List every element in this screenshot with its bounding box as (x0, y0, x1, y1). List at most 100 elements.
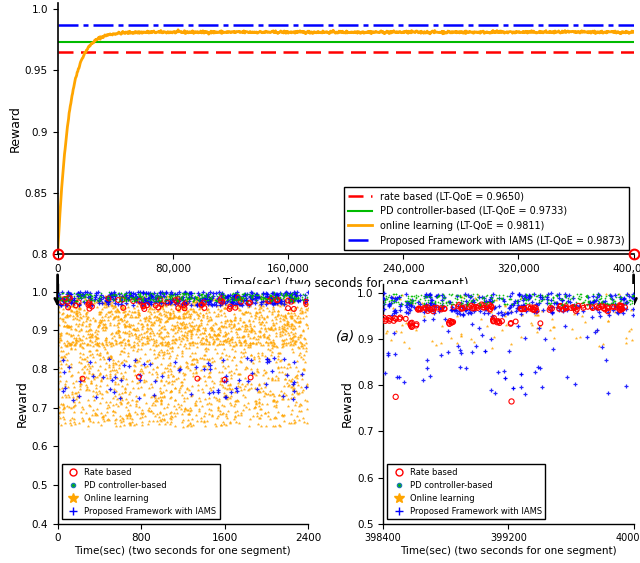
Point (246, 292, 256, 301)
Point (124, 418, 134, 427)
Point (95, 350, 106, 359)
Point (168, 332, 178, 341)
Point (606, 294, 616, 303)
Point (114, 327, 124, 336)
Point (202, 295, 212, 304)
Point (184, 294, 195, 303)
Point (186, 291, 196, 300)
Point (76, 293, 86, 302)
Point (179, 342, 189, 351)
Point (55, 376, 65, 385)
Point (90, 325, 100, 334)
Point (557, 296, 568, 305)
Point (390, 392, 401, 401)
Point (134, 298, 144, 307)
Point (132, 325, 143, 334)
Point (292, 388, 303, 397)
Point (420, 291, 431, 300)
Point (295, 330, 305, 339)
Point (118, 328, 129, 337)
Point (253, 337, 263, 346)
Point (257, 300, 267, 309)
Point (260, 296, 270, 305)
Point (410, 298, 420, 307)
Point (401, 297, 411, 306)
Point (621, 333, 631, 342)
Point (226, 301, 236, 310)
Point (112, 367, 122, 376)
Point (118, 415, 129, 424)
Point (545, 300, 556, 309)
Point (404, 308, 414, 317)
Point (219, 321, 229, 330)
Point (215, 294, 225, 303)
Point (215, 296, 225, 305)
Point (282, 370, 292, 379)
Point (86, 332, 97, 341)
Point (178, 416, 188, 425)
Point (262, 312, 272, 321)
Point (111, 307, 121, 316)
Point (302, 300, 312, 309)
Point (248, 327, 259, 336)
Point (167, 314, 177, 323)
Point (188, 368, 198, 377)
Point (254, 380, 264, 389)
Point (469, 297, 479, 306)
Point (160, 296, 170, 305)
Point (156, 399, 166, 408)
Point (287, 289, 298, 298)
Point (254, 318, 264, 327)
Point (297, 369, 307, 378)
Point (165, 308, 175, 317)
Point (270, 324, 280, 333)
Point (152, 312, 162, 321)
Point (240, 336, 250, 345)
Point (77, 332, 88, 341)
Point (281, 300, 291, 309)
Point (143, 333, 154, 342)
Point (271, 319, 281, 328)
Point (199, 339, 209, 348)
Point (56, 352, 67, 361)
Point (395, 313, 405, 322)
Point (79, 376, 90, 385)
Point (452, 292, 462, 301)
Point (236, 386, 246, 395)
Point (454, 309, 465, 318)
Point (128, 297, 138, 306)
Point (577, 298, 588, 307)
Point (413, 291, 423, 300)
Point (90, 295, 100, 304)
Point (163, 308, 173, 317)
Point (227, 292, 237, 301)
Point (525, 291, 535, 300)
Point (300, 297, 310, 306)
Point (156, 311, 166, 320)
Point (246, 327, 256, 336)
Point (264, 325, 274, 334)
Point (74, 303, 84, 312)
Point (272, 297, 282, 306)
Point (184, 293, 194, 302)
Point (156, 376, 166, 385)
Point (243, 342, 253, 351)
Point (203, 289, 213, 298)
Point (505, 295, 515, 304)
Point (172, 296, 182, 305)
Point (616, 296, 626, 305)
Point (403, 298, 413, 307)
Point (229, 342, 239, 351)
Point (283, 328, 293, 337)
Point (204, 356, 214, 365)
Point (210, 419, 220, 428)
Point (101, 297, 111, 306)
Point (53, 418, 63, 427)
Point (122, 356, 132, 365)
Point (625, 296, 635, 305)
Point (137, 292, 147, 301)
Point (201, 334, 211, 343)
Point (217, 401, 227, 410)
Point (474, 301, 484, 310)
Point (145, 300, 156, 309)
